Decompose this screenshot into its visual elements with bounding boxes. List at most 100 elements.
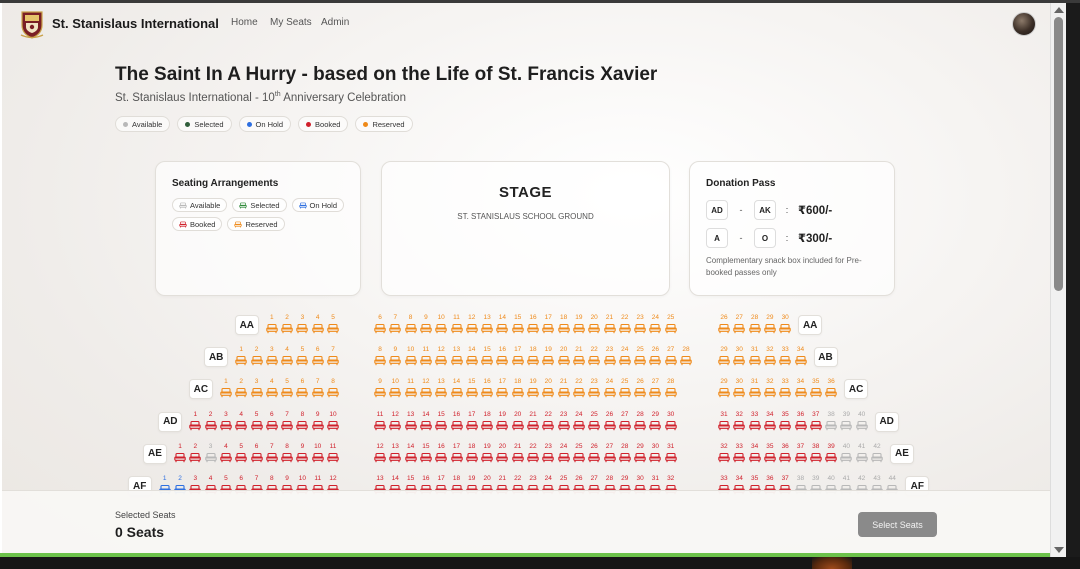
seat-AE-34-icon[interactable] — [748, 452, 761, 463]
nav-link-my-seats[interactable]: My Seats — [270, 17, 312, 28]
seat-AB-20-icon[interactable] — [557, 355, 570, 366]
seat-AE-21-icon[interactable] — [511, 452, 524, 463]
seat-AB-27-icon[interactable] — [664, 355, 677, 366]
seat-AB-26-icon[interactable] — [649, 355, 662, 366]
seat-AB-23-icon[interactable] — [603, 355, 616, 366]
seat-AC-3-icon[interactable] — [250, 387, 263, 398]
seat-AD-1-icon[interactable] — [189, 420, 202, 431]
seat-AE-9-icon[interactable] — [296, 452, 309, 463]
scroll-up-arrow-icon[interactable] — [1054, 7, 1064, 13]
user-avatar[interactable] — [1012, 12, 1036, 36]
seat-AA-20-icon[interactable] — [588, 323, 600, 334]
seat-AC-16-icon[interactable] — [481, 387, 493, 398]
seat-AD-24-icon[interactable] — [573, 420, 585, 431]
seat-AD-6-icon[interactable] — [266, 420, 278, 431]
seat-AD-4-icon[interactable] — [235, 420, 247, 431]
seat-AE-41-icon[interactable] — [855, 452, 868, 463]
seat-AA-12-icon[interactable] — [466, 323, 478, 334]
seat-AB-34-icon[interactable] — [794, 355, 807, 366]
seat-AA-19-icon[interactable] — [573, 323, 585, 334]
seat-AC-26-icon[interactable] — [634, 387, 646, 398]
seat-AC-5-icon[interactable] — [281, 387, 293, 398]
seat-AE-16-icon[interactable] — [435, 452, 447, 463]
seat-AE-37-icon[interactable] — [794, 452, 807, 463]
seat-AA-9-icon[interactable] — [420, 323, 432, 334]
seat-AD-18-icon[interactable] — [481, 420, 493, 431]
seat-AB-10-icon[interactable] — [404, 355, 417, 366]
seat-AD-35-icon[interactable] — [779, 420, 791, 431]
seat-AD-17-icon[interactable] — [466, 420, 478, 431]
seat-AC-21-icon[interactable] — [557, 387, 570, 398]
seat-AA-8-icon[interactable] — [404, 323, 417, 334]
seat-AC-8-icon[interactable] — [327, 387, 339, 398]
seat-AB-3-icon[interactable] — [266, 355, 278, 366]
seat-AE-29-icon[interactable] — [634, 452, 646, 463]
seat-AE-32-icon[interactable] — [718, 452, 730, 463]
select-seats-button[interactable]: Select Seats — [858, 512, 937, 537]
seat-AC-33-icon[interactable] — [779, 387, 791, 398]
seat-AD-9-icon[interactable] — [311, 420, 324, 431]
seat-AE-26-icon[interactable] — [588, 452, 600, 463]
seat-AA-26-icon[interactable] — [718, 323, 730, 334]
seat-AC-10-icon[interactable] — [389, 387, 402, 398]
seat-AA-25-icon[interactable] — [664, 323, 677, 334]
seat-AD-21-icon[interactable] — [527, 420, 539, 431]
seat-AE-1-icon[interactable] — [174, 452, 186, 463]
seat-AE-13-icon[interactable] — [389, 452, 402, 463]
nav-link-home[interactable]: Home — [231, 17, 258, 28]
seat-AB-22-icon[interactable] — [588, 355, 600, 366]
seat-AB-14-icon[interactable] — [466, 355, 478, 366]
seat-AD-5-icon[interactable] — [250, 420, 263, 431]
seat-AE-39-icon[interactable] — [825, 452, 837, 463]
seat-AE-28-icon[interactable] — [619, 452, 631, 463]
seat-AE-17-icon[interactable] — [450, 452, 463, 463]
seat-AE-3-icon[interactable] — [204, 452, 217, 463]
seat-AD-28-icon[interactable] — [634, 420, 646, 431]
seat-AD-14-icon[interactable] — [420, 420, 432, 431]
seat-AE-19-icon[interactable] — [481, 452, 493, 463]
seat-AB-1-icon[interactable] — [235, 355, 247, 366]
seat-AC-4-icon[interactable] — [266, 387, 278, 398]
seat-AA-27-icon[interactable] — [733, 323, 746, 334]
seat-AE-14-icon[interactable] — [404, 452, 417, 463]
seat-AD-39-icon[interactable] — [840, 420, 853, 431]
seat-AE-5-icon[interactable] — [235, 452, 247, 463]
seat-AE-40-icon[interactable] — [840, 452, 853, 463]
seat-AC-9-icon[interactable] — [374, 387, 386, 398]
seat-AE-10-icon[interactable] — [311, 452, 324, 463]
seat-AC-20-icon[interactable] — [542, 387, 555, 398]
seat-AB-17-icon[interactable] — [511, 355, 524, 366]
seat-AE-38-icon[interactable] — [810, 452, 822, 463]
seat-AA-6-icon[interactable] — [374, 323, 386, 334]
seat-AE-12-icon[interactable] — [374, 452, 386, 463]
seat-AD-26-icon[interactable] — [603, 420, 616, 431]
seat-AC-27-icon[interactable] — [649, 387, 662, 398]
seat-AE-22-icon[interactable] — [527, 452, 539, 463]
seat-AB-5-icon[interactable] — [296, 355, 309, 366]
seat-AC-28-icon[interactable] — [664, 387, 677, 398]
seat-AD-20-icon[interactable] — [511, 420, 524, 431]
seat-AD-2-icon[interactable] — [204, 420, 217, 431]
seat-AC-22-icon[interactable] — [573, 387, 585, 398]
seat-AA-13-icon[interactable] — [481, 323, 493, 334]
seat-AD-19-icon[interactable] — [496, 420, 509, 431]
seat-AE-15-icon[interactable] — [420, 452, 432, 463]
seat-AD-12-icon[interactable] — [389, 420, 402, 431]
seat-AB-4-icon[interactable] — [281, 355, 293, 366]
seat-AA-4-icon[interactable] — [311, 323, 324, 334]
seat-AD-7-icon[interactable] — [281, 420, 293, 431]
seat-AB-13-icon[interactable] — [450, 355, 463, 366]
seat-AD-40-icon[interactable] — [855, 420, 868, 431]
school-crest-logo-icon[interactable] — [20, 9, 44, 39]
seat-AC-13-icon[interactable] — [435, 387, 447, 398]
seat-AB-16-icon[interactable] — [496, 355, 509, 366]
seat-AA-1-icon[interactable] — [266, 323, 278, 334]
seat-AA-28-icon[interactable] — [748, 323, 761, 334]
seat-AB-8-icon[interactable] — [374, 355, 386, 366]
seat-AB-11-icon[interactable] — [420, 355, 432, 366]
seat-AA-3-icon[interactable] — [296, 323, 309, 334]
seat-AD-30-icon[interactable] — [664, 420, 677, 431]
seat-AD-31-icon[interactable] — [718, 420, 730, 431]
seat-AE-6-icon[interactable] — [250, 452, 263, 463]
seat-AE-2-icon[interactable] — [189, 452, 202, 463]
